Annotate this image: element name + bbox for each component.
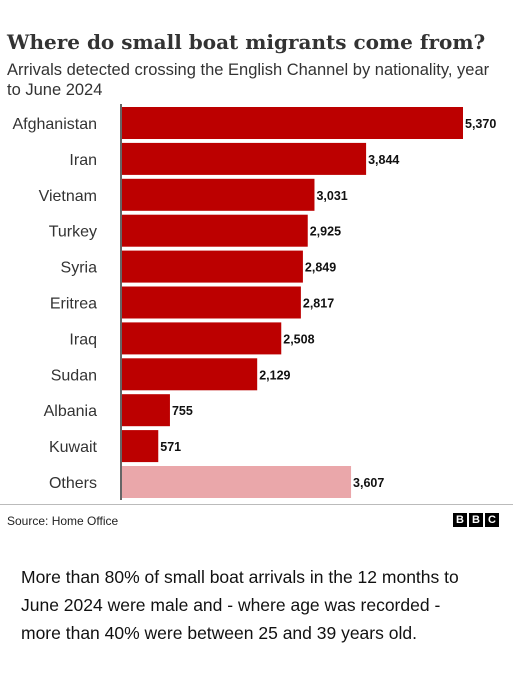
bar-sudan xyxy=(122,358,258,391)
bar-vietnam xyxy=(122,178,315,211)
category-label: Iraq xyxy=(69,331,97,348)
bar-turkey xyxy=(122,214,308,247)
value-label: 2,817 xyxy=(303,297,334,311)
value-label: 5,370 xyxy=(465,117,496,131)
category-label: Turkey xyxy=(49,224,97,241)
category-label: Iran xyxy=(69,152,97,169)
bar-iran xyxy=(122,142,367,175)
value-label: 755 xyxy=(172,404,193,418)
category-label: Afghanistan xyxy=(12,116,97,133)
value-label: 3,607 xyxy=(353,476,384,490)
category-label: Eritrea xyxy=(50,296,97,313)
bar-afghanistan xyxy=(122,107,463,139)
bbc-logo-letter: B xyxy=(453,513,467,527)
category-label: Sudan xyxy=(51,367,97,384)
value-label: 2,849 xyxy=(305,261,336,275)
chart-subtitle: Arrivals detected crossing the English C… xyxy=(7,61,490,99)
value-label: 3,031 xyxy=(316,189,347,203)
value-label: 2,508 xyxy=(283,332,314,346)
bbc-logo-letter: B xyxy=(469,513,483,527)
bbc-logo-letter: C xyxy=(485,513,499,527)
bar-kuwait xyxy=(122,430,159,463)
bar-chart: Afghanistan 5,370 Iran 3,844 Vietnam 3,031 Tur… xyxy=(12,104,496,500)
source-note: Source: Home Office xyxy=(7,514,119,528)
bar-syria xyxy=(122,250,303,283)
bar-others xyxy=(122,466,352,498)
bar-eritrea xyxy=(122,286,301,319)
category-label: Others xyxy=(49,475,97,492)
bar-albania xyxy=(122,394,170,427)
footer-divider xyxy=(0,504,513,505)
category-label: Kuwait xyxy=(49,439,98,456)
category-label: Syria xyxy=(61,260,98,277)
category-label: Vietnam xyxy=(39,188,97,205)
value-label: 571 xyxy=(160,440,181,454)
category-label: Albania xyxy=(44,403,97,420)
value-label: 2,129 xyxy=(259,368,290,382)
value-label: 2,925 xyxy=(310,225,341,239)
caption-text: More than 80% of small boat arrivals in … xyxy=(21,567,459,643)
chart-title: Where do small boat migrants come from? xyxy=(7,30,486,54)
value-label: 3,844 xyxy=(368,153,399,167)
bbc-logo: B B C xyxy=(453,513,499,527)
bar-iraq xyxy=(122,322,282,355)
